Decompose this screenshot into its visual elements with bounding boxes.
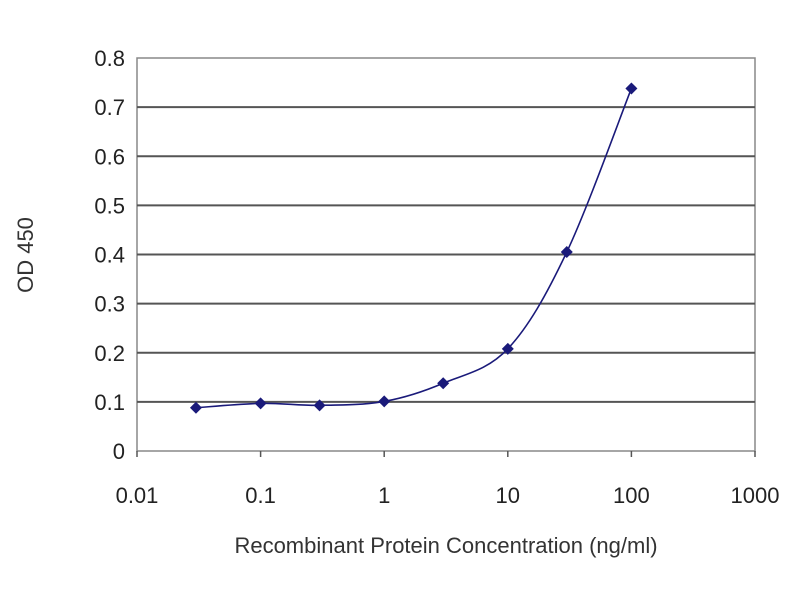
y-tick-label: 0.8 [94, 46, 125, 71]
data-point [501, 342, 514, 355]
x-tick-label: 10 [496, 483, 520, 508]
x-axis-title: Recombinant Protein Concentration (ng/ml… [234, 533, 657, 558]
data-point [189, 401, 202, 414]
y-tick-label: 0.2 [94, 341, 125, 366]
y-tick-label: 0.6 [94, 144, 125, 169]
data-point [313, 399, 326, 412]
data-point [437, 377, 450, 390]
y-axis-tick-labels: 0 0.1 0.2 0.3 0.4 0.5 0.6 0.7 0.8 [94, 46, 125, 464]
y-tick-label: 0.7 [94, 95, 125, 120]
x-tick-label: 100 [613, 483, 650, 508]
y-axis-title: OD 450 [13, 217, 38, 293]
y-tick-label: 0.3 [94, 292, 125, 317]
y-tick-label: 0.5 [94, 193, 125, 218]
x-tick-label: 1 [378, 483, 390, 508]
x-tick-label: 0.01 [116, 483, 159, 508]
data-point [254, 397, 267, 410]
gridlines [137, 106, 755, 403]
data-point [625, 82, 638, 95]
x-tick-label: 1000 [731, 483, 780, 508]
data-points [189, 82, 638, 414]
x-axis-tick-marks [136, 451, 756, 457]
data-point [378, 395, 391, 408]
y-tick-label: 0.4 [94, 243, 125, 268]
x-tick-label: 0.1 [245, 483, 276, 508]
y-tick-label: 0 [113, 439, 125, 464]
data-point [560, 246, 573, 259]
y-tick-label: 0.1 [94, 390, 125, 415]
x-axis-tick-labels: 0.01 0.1 1 10 100 1000 [116, 483, 780, 508]
